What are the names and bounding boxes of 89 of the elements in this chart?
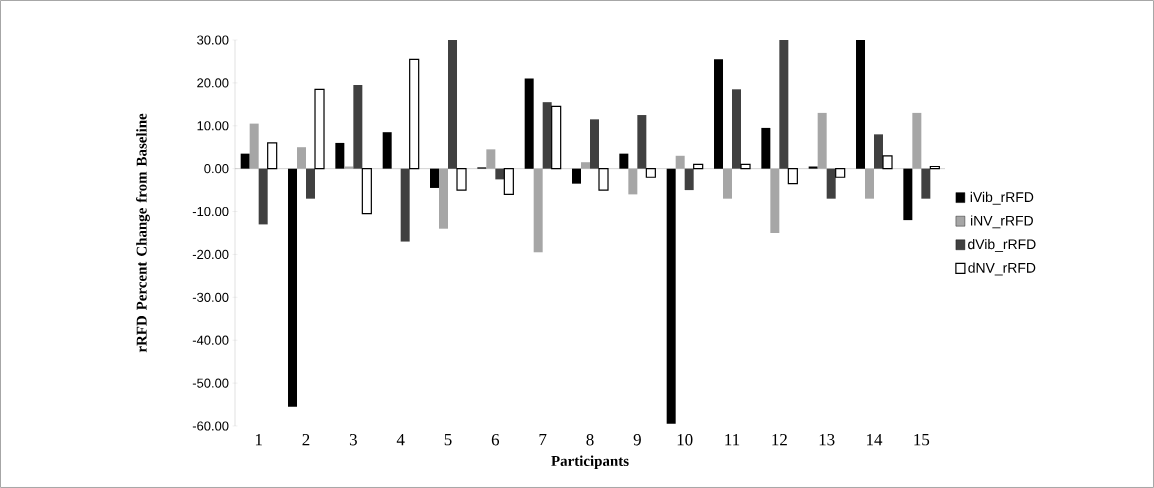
bar bbox=[524, 78, 534, 169]
bar bbox=[439, 168, 449, 229]
bar bbox=[542, 102, 552, 169]
x-axis-title: Participants bbox=[551, 455, 629, 470]
legend-label: dNV_rRFD bbox=[968, 262, 1036, 276]
bar bbox=[503, 168, 514, 195]
y-tick-label: 20.00 bbox=[197, 78, 229, 88]
bar bbox=[826, 168, 836, 199]
y-tick-label: -30.00 bbox=[192, 292, 229, 302]
bar bbox=[874, 134, 884, 169]
x-tick-label: 3 bbox=[349, 434, 357, 446]
bar bbox=[882, 155, 893, 170]
bar bbox=[448, 39, 458, 169]
y-tick-label: -20.00 bbox=[192, 249, 229, 260]
bar bbox=[598, 168, 609, 191]
bar bbox=[723, 168, 733, 199]
bar bbox=[779, 39, 789, 169]
x-tick-label: 15 bbox=[914, 434, 930, 446]
y-tick-label: -40.00 bbox=[192, 335, 229, 345]
x-tick-label: 14 bbox=[867, 434, 883, 446]
y-tick-label: -10.00 bbox=[192, 206, 229, 217]
bar bbox=[249, 123, 259, 169]
bar bbox=[808, 166, 818, 169]
x-tick-label: 1 bbox=[255, 434, 262, 446]
x-tick-label: 2 bbox=[302, 434, 310, 446]
bar bbox=[353, 85, 363, 169]
bar bbox=[645, 168, 656, 178]
y-axis-title: rRFD Percent Change from Baseline bbox=[136, 113, 150, 353]
x-tick-label: 11 bbox=[725, 434, 740, 446]
bar bbox=[921, 168, 931, 199]
legend-label: iVib_rRFD bbox=[970, 191, 1034, 205]
bar bbox=[572, 168, 582, 184]
bar bbox=[817, 112, 827, 169]
bar bbox=[361, 168, 372, 215]
bar bbox=[684, 168, 694, 191]
bar bbox=[770, 168, 780, 233]
bar bbox=[590, 119, 600, 169]
bar bbox=[495, 168, 505, 180]
legend-label: iNV_rRFD bbox=[971, 215, 1033, 229]
bar bbox=[297, 147, 307, 169]
bar bbox=[267, 142, 278, 170]
bar bbox=[787, 168, 798, 185]
bar bbox=[314, 88, 325, 170]
bar bbox=[903, 168, 913, 221]
y-tick-label: 0.00 bbox=[204, 164, 229, 174]
bar bbox=[628, 168, 638, 195]
bar bbox=[581, 162, 591, 169]
y-tick-label: 30.00 bbox=[197, 35, 229, 45]
bar bbox=[619, 153, 629, 169]
bar bbox=[912, 112, 922, 169]
x-tick-label: 5 bbox=[444, 434, 452, 446]
bar bbox=[865, 168, 875, 199]
bar bbox=[666, 168, 676, 424]
x-tick-label: 10 bbox=[677, 434, 693, 446]
bar bbox=[400, 168, 410, 242]
bar bbox=[288, 168, 298, 407]
x-tick-label: 6 bbox=[491, 434, 500, 446]
bar bbox=[693, 163, 704, 170]
bar bbox=[732, 89, 742, 169]
y-tick-label: 10.00 bbox=[197, 121, 229, 131]
x-tick-label: 13 bbox=[819, 434, 835, 446]
x-tick-label: 9 bbox=[633, 434, 641, 446]
bar bbox=[409, 58, 420, 170]
bar bbox=[335, 142, 345, 169]
bar bbox=[382, 132, 392, 169]
bar bbox=[344, 166, 354, 169]
bar bbox=[430, 168, 440, 188]
bar bbox=[714, 59, 724, 169]
bar bbox=[675, 155, 685, 169]
x-tick-label: 8 bbox=[586, 434, 594, 446]
bar bbox=[306, 168, 316, 199]
y-tick-label: -50.00 bbox=[192, 378, 229, 388]
x-tick-label: 4 bbox=[396, 434, 405, 446]
bar bbox=[533, 168, 543, 253]
bar bbox=[456, 168, 467, 191]
bar bbox=[637, 115, 647, 169]
bar bbox=[486, 149, 496, 169]
bar bbox=[929, 165, 940, 170]
bar bbox=[240, 153, 250, 169]
bar bbox=[835, 168, 846, 178]
x-tick-label: 12 bbox=[772, 434, 787, 446]
legend-label: dVib_rRFD bbox=[968, 238, 1036, 252]
x-tick-label: 7 bbox=[539, 434, 547, 446]
bar bbox=[258, 168, 268, 225]
bar bbox=[856, 39, 866, 169]
bar bbox=[551, 105, 562, 170]
bar bbox=[761, 127, 771, 169]
y-tick-label: -60.00 bbox=[192, 421, 229, 431]
bar bbox=[740, 163, 751, 170]
